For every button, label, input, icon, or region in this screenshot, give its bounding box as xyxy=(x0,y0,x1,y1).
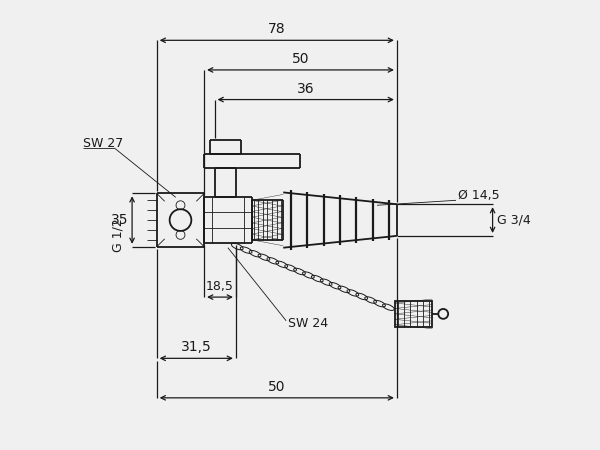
Text: 50: 50 xyxy=(292,52,309,66)
Text: 78: 78 xyxy=(268,22,286,36)
Text: 31,5: 31,5 xyxy=(181,340,212,355)
Text: SW 27: SW 27 xyxy=(83,136,123,149)
Text: 35: 35 xyxy=(110,213,128,227)
Text: 50: 50 xyxy=(268,380,286,394)
Text: 18,5: 18,5 xyxy=(206,280,234,293)
Text: SW 24: SW 24 xyxy=(288,317,328,330)
Text: G 1/2: G 1/2 xyxy=(112,218,125,252)
Text: Ø 14,5: Ø 14,5 xyxy=(458,189,500,202)
Text: 36: 36 xyxy=(297,81,314,95)
Text: G 3/4: G 3/4 xyxy=(497,214,530,226)
Bar xyxy=(395,301,433,327)
